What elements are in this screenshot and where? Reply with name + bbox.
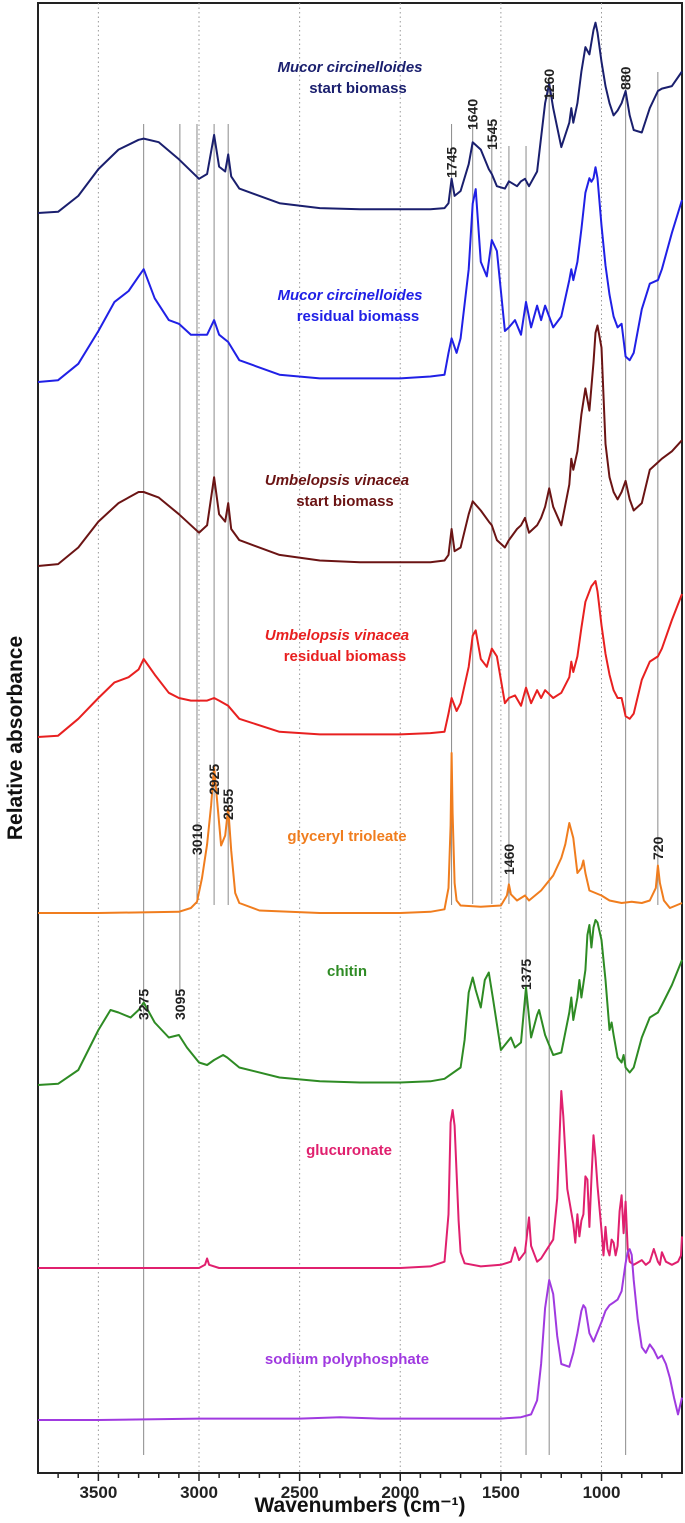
x-tick-label-3000: 3000	[180, 1483, 218, 1502]
spectrum-line-2	[37, 324, 683, 567]
series-sublabel-3: residual biomass	[284, 648, 407, 665]
x-axis-title: Wavenumbers (cm⁻¹)	[254, 1494, 465, 1517]
peak-label-1260: 1260	[541, 69, 557, 100]
plot-frame	[37, 2, 683, 1474]
peak-label-1745: 1745	[444, 147, 460, 178]
spectra	[37, 21, 683, 1421]
series-sublabel-0: start biomass	[309, 80, 407, 97]
spectrum-line-7	[38, 1248, 683, 1421]
peak-label-1460: 1460	[501, 844, 517, 875]
series-sublabel-1: residual biomass	[297, 308, 420, 325]
x-tick-label-1500: 1500	[482, 1483, 520, 1502]
series-label-1: Mucor circinelloides	[277, 287, 422, 304]
spectrum-line-4	[38, 752, 683, 914]
peak-label-1545: 1545	[484, 119, 500, 150]
spectrum-line-3	[37, 580, 683, 738]
series-sublabel-2: start biomass	[296, 493, 394, 510]
series-label-3: Umbelopsis vinacea	[265, 627, 409, 644]
peak-label-1640: 1640	[465, 99, 481, 130]
peak-label-1375: 1375	[518, 959, 534, 990]
spectrum-line-1	[37, 166, 683, 383]
peak-label-3010: 3010	[189, 824, 205, 855]
series-label-4: glyceryl trioleate	[287, 828, 406, 845]
spectrum-line-5	[37, 919, 683, 1086]
y-axis-title: Relative absorbance	[4, 636, 27, 840]
series-label-0: Mucor circinelloides	[277, 59, 422, 76]
x-tick-label-1000: 1000	[583, 1483, 621, 1502]
peak-label-720: 720	[650, 836, 666, 860]
x-tick-label-2500: 2500	[281, 1483, 319, 1502]
series-labels: Mucor circinelloides start biomass Mucor c…	[265, 59, 429, 1368]
spectrum-line-0	[37, 21, 683, 214]
series-label-7: sodium polyphosphate	[265, 1351, 429, 1368]
x-tick-label-2000: 2000	[381, 1483, 419, 1502]
x-tick-label-3500: 3500	[79, 1483, 117, 1502]
spectrum-line-6	[38, 1090, 683, 1269]
peak-label-3095: 3095	[172, 989, 188, 1020]
series-label-6: glucuronate	[306, 1142, 392, 1159]
series-label-2: Umbelopsis vinacea	[265, 472, 409, 489]
peak-label-3275: 3275	[136, 989, 152, 1020]
peak-lines	[143, 70, 659, 1455]
x-ticks: 3500 3000 2500 2000 1500 1000	[57, 1473, 663, 1502]
peak-label-880: 880	[618, 66, 634, 90]
peak-label-2925: 2925	[206, 764, 222, 795]
peak-label-2855: 2855	[220, 789, 236, 820]
series-label-5: chitin	[327, 963, 367, 980]
